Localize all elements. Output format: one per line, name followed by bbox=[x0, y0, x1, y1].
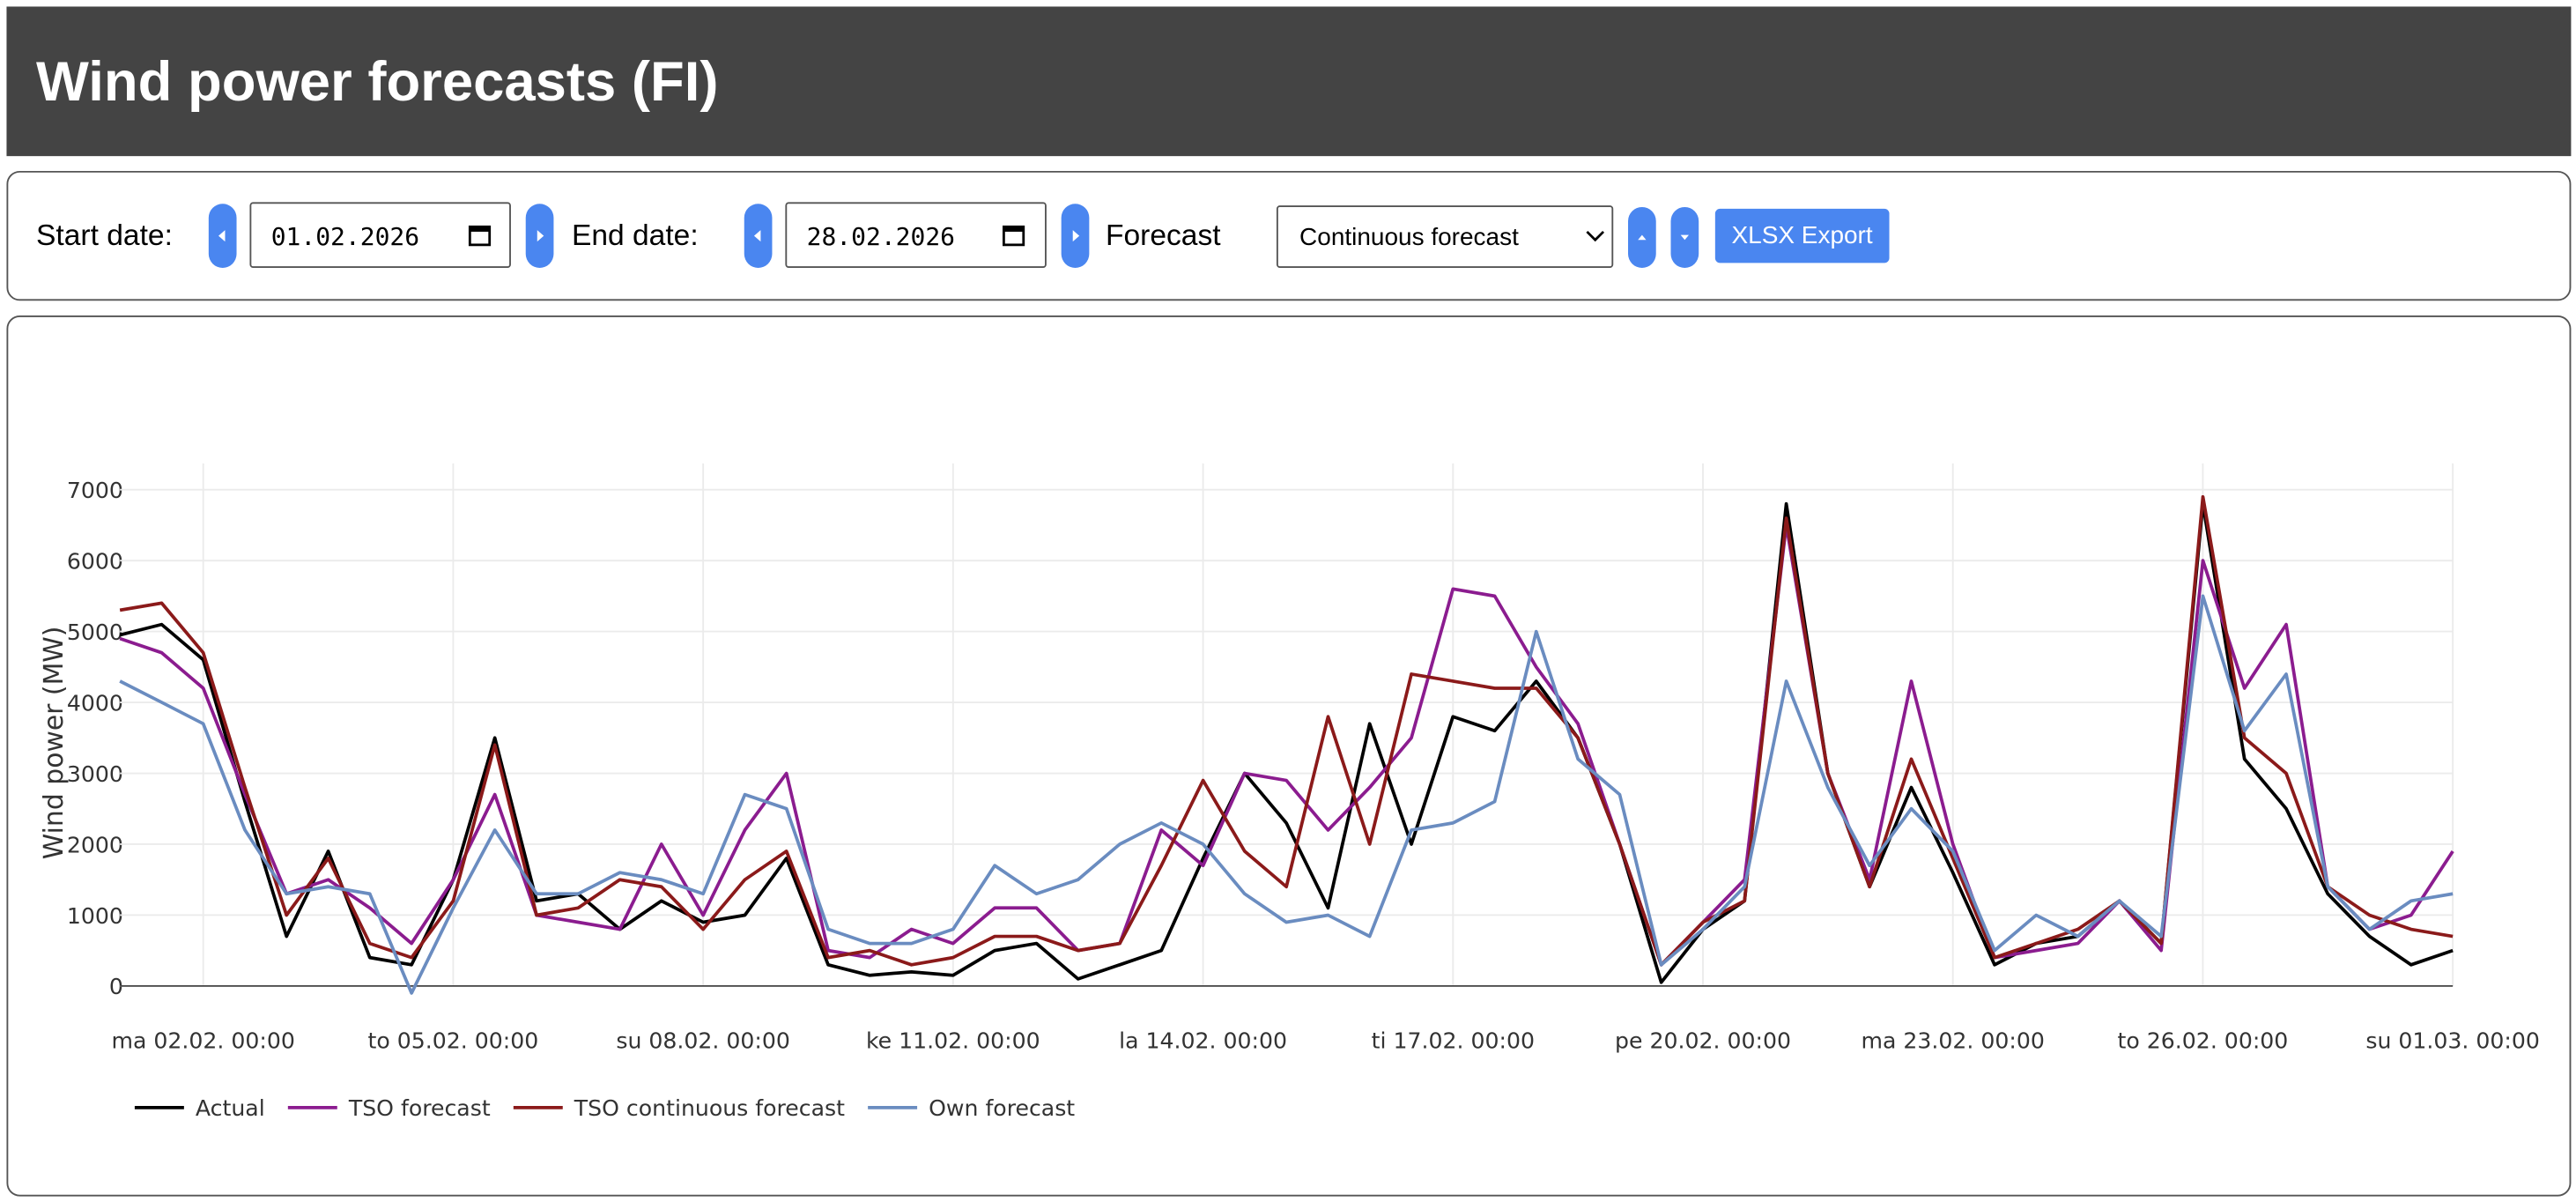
y-tick-label: 1000 bbox=[67, 903, 123, 929]
y-tick-label: 2000 bbox=[67, 832, 123, 857]
forecast-select[interactable]: Continuous forecast bbox=[1276, 205, 1614, 268]
end-date-input[interactable]: 28.02.2026 bbox=[785, 202, 1047, 268]
legend-label: TSO forecast bbox=[348, 1095, 491, 1121]
y-tick-label: 0 bbox=[109, 974, 123, 999]
page-title: Wind power forecasts (FI) bbox=[36, 50, 719, 114]
end-next-button[interactable] bbox=[1061, 204, 1090, 268]
end-prev-button[interactable] bbox=[744, 204, 773, 268]
start-prev-button[interactable] bbox=[208, 204, 237, 268]
x-tick-label: ti 17.02. 00:00 bbox=[1372, 1028, 1535, 1054]
forecast-select-value: Continuous forecast bbox=[1299, 223, 1519, 252]
x-tick-label: ma 02.02. 00:00 bbox=[111, 1028, 294, 1054]
x-tick-label: ke 11.02. 00:00 bbox=[866, 1028, 1040, 1054]
header: Wind power forecasts (FI) bbox=[6, 6, 2572, 157]
x-tick-label: ma 23.02. 00:00 bbox=[1861, 1028, 2044, 1054]
x-tick-label: su 08.02. 00:00 bbox=[616, 1028, 790, 1054]
y-axis-title: Wind power (MW) bbox=[39, 627, 70, 860]
legend-label: Own forecast bbox=[929, 1095, 1075, 1121]
xlsx-export-button[interactable]: XLSX Export bbox=[1714, 208, 1890, 263]
series-line bbox=[119, 523, 2454, 967]
x-tick-label: la 14.02. 00:00 bbox=[1119, 1028, 1287, 1054]
calendar-icon bbox=[1002, 225, 1025, 247]
y-tick-label: 4000 bbox=[67, 690, 123, 716]
start-date-label: Start date: bbox=[36, 219, 173, 252]
start-next-button[interactable] bbox=[525, 204, 554, 268]
start-date-input[interactable]: 01.02.2026 bbox=[249, 202, 511, 268]
series-line bbox=[119, 501, 2454, 984]
legend-label: TSO continuous forecast bbox=[574, 1095, 845, 1121]
y-tick-label: 3000 bbox=[67, 761, 123, 787]
select-chevron bbox=[1586, 230, 1605, 242]
series-line bbox=[119, 594, 2454, 995]
x-tick-label: to 26.02. 00:00 bbox=[2118, 1028, 2289, 1054]
forecast-up-button[interactable] bbox=[1628, 206, 1656, 268]
xlsx-export-text: XLSX Export bbox=[1731, 221, 1873, 250]
series-line bbox=[119, 494, 2454, 967]
forecast-down-button[interactable] bbox=[1670, 206, 1699, 268]
x-tick-label: to 05.02. 00:00 bbox=[368, 1028, 539, 1054]
x-tick-label: su 01.03. 00:00 bbox=[2365, 1028, 2540, 1054]
y-tick-label: 7000 bbox=[67, 478, 123, 503]
y-tick-label: 6000 bbox=[67, 548, 123, 574]
legend-label: Actual bbox=[196, 1095, 265, 1121]
start-date-value: 01.02.2026 bbox=[270, 221, 420, 252]
controls-panel bbox=[6, 170, 2572, 301]
end-date-label: End date: bbox=[571, 219, 699, 252]
chart-panel bbox=[6, 315, 2572, 1197]
x-tick-label: pe 20.02. 00:00 bbox=[1615, 1028, 1791, 1054]
calendar-icon bbox=[468, 225, 492, 247]
end-date-value: 28.02.2026 bbox=[806, 221, 956, 252]
forecast-label: Forecast bbox=[1106, 219, 1221, 252]
y-tick-label: 5000 bbox=[67, 620, 123, 645]
